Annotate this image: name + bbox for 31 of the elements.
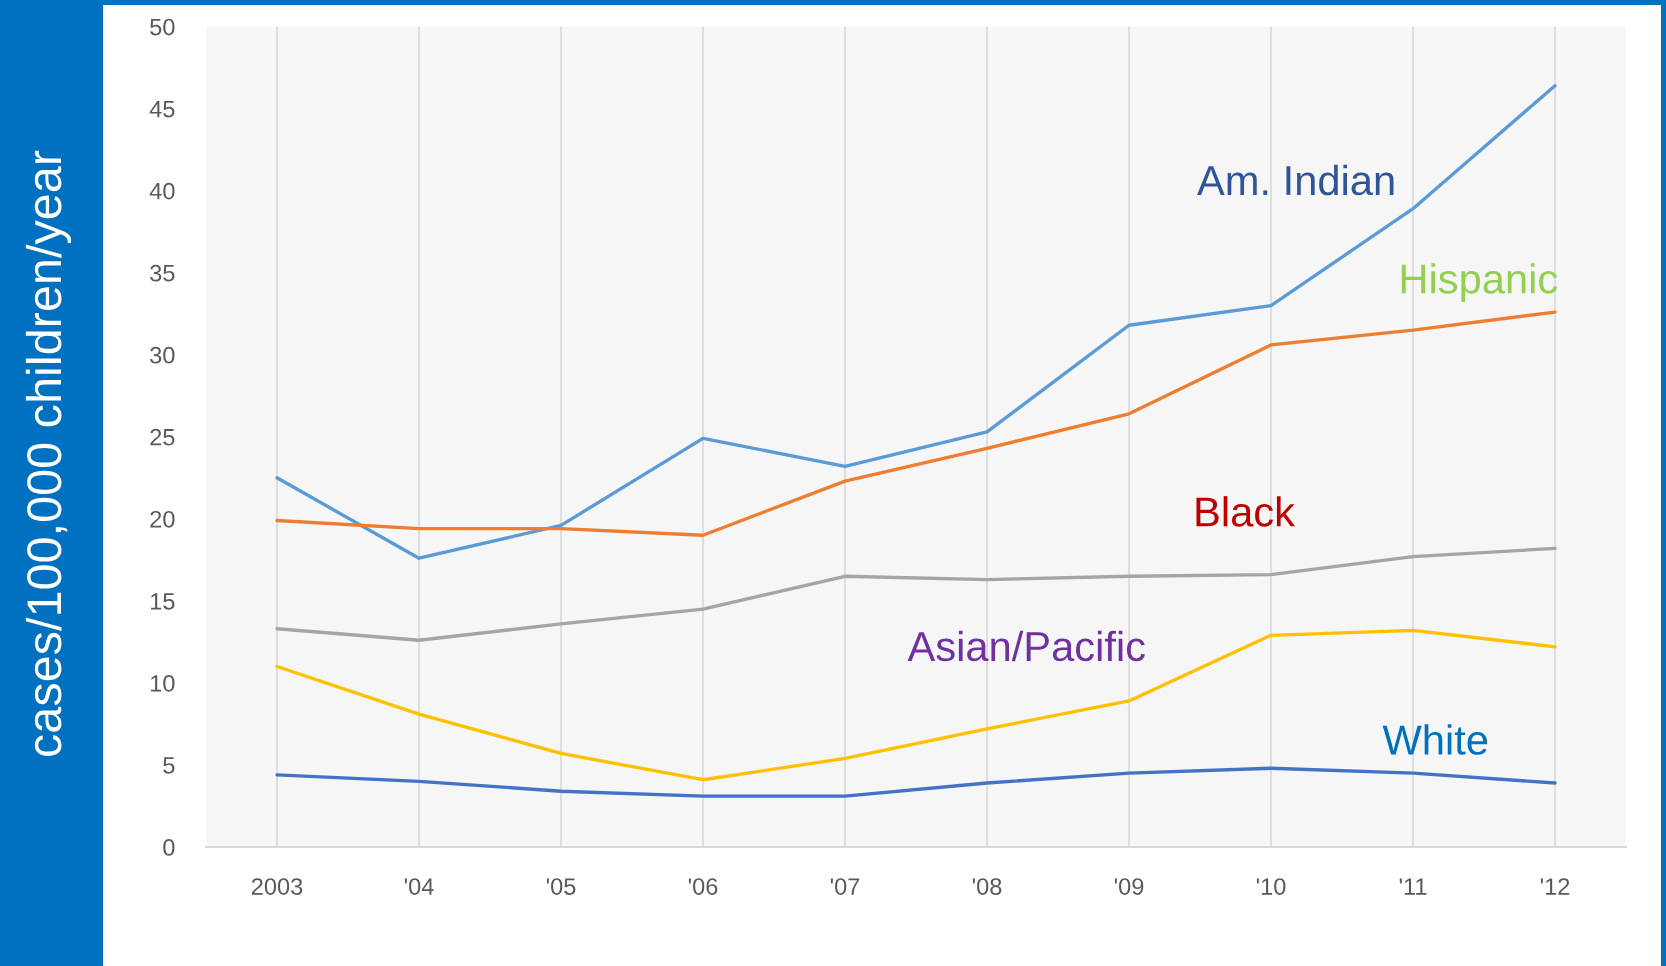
series-label: White xyxy=(1382,724,1488,755)
x-tick-label: '09 xyxy=(1114,878,1144,895)
y-axis-title: cases/100,000 children/year xyxy=(25,150,72,756)
y-tick-label: 35 xyxy=(150,264,175,282)
y-tick-label: 40 xyxy=(149,182,175,200)
x-tick-label: '04 xyxy=(404,878,434,895)
y-tick-label: 45 xyxy=(149,100,175,118)
y-tick-label: 50 xyxy=(150,18,175,36)
y-tick-label: 5 xyxy=(163,757,175,774)
y-tick-label: 10 xyxy=(150,674,175,692)
y-tick-label: 25 xyxy=(150,428,175,446)
line-series xyxy=(275,84,1557,560)
series-label: Asian/Pacific xyxy=(907,630,1145,662)
series-label: Hispanic xyxy=(1401,263,1558,302)
x-tick-label: '05 xyxy=(546,878,576,895)
x-tick-label: '12 xyxy=(1540,878,1570,895)
line-series xyxy=(275,766,1557,798)
y-tick-label: 15 xyxy=(150,593,175,610)
series-label: Black xyxy=(1196,496,1296,527)
x-tick-label: '06 xyxy=(688,878,718,895)
x-tick-label: 2003 xyxy=(251,878,303,895)
x-tick-label: '11 xyxy=(1399,878,1427,895)
line-series xyxy=(275,310,1557,537)
x-tick-label: '10 xyxy=(1256,878,1286,895)
line-series xyxy=(275,628,1557,782)
series-label: Am. Indian xyxy=(1197,164,1394,196)
y-tick-label: 20 xyxy=(150,510,175,528)
x-tick-label: '08 xyxy=(972,878,1002,895)
y-tick-label: 30 xyxy=(150,346,175,364)
x-tick-label: '07 xyxy=(830,878,860,895)
y-tick-label: 0 xyxy=(163,839,175,856)
